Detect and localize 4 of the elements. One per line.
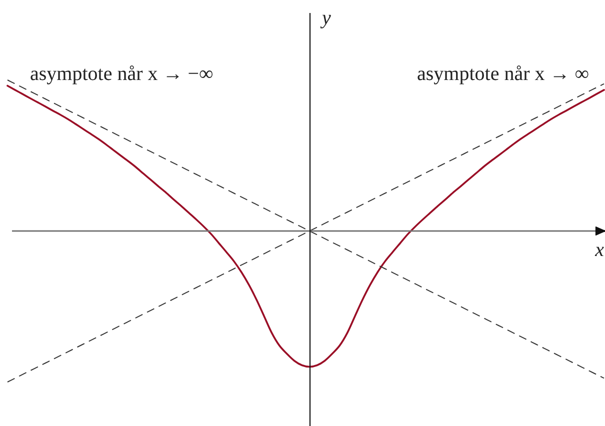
annotation: asymptote når x → ∞ xyxy=(416,63,589,85)
y-axis-title: y xyxy=(320,7,331,29)
x-axis-title: x xyxy=(594,239,604,261)
annotation: asymptote når x → −∞ xyxy=(30,63,214,85)
